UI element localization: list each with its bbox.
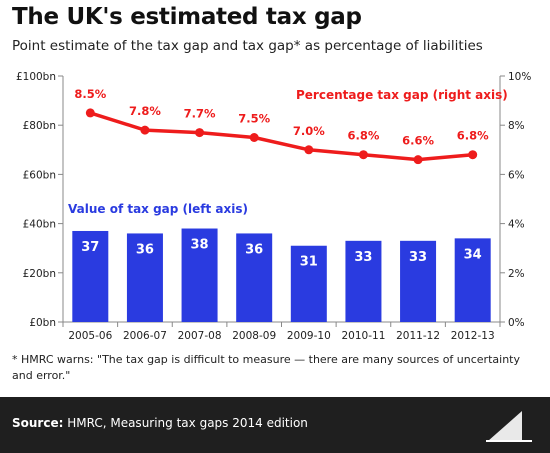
line-value-label: 6.8%	[457, 129, 489, 143]
source-text: HMRC, Measuring tax gaps 2014 edition	[63, 416, 308, 430]
line-point	[468, 150, 478, 160]
legend-bar-series: Value of tax gap (left axis)	[68, 202, 248, 216]
line-value-label: 6.8%	[347, 129, 379, 143]
left-axis-tick-label: £100bn	[16, 71, 56, 83]
right-axis-tick-labels: 0% 2% 4% 6% 8% 10%	[508, 71, 531, 329]
right-axis-tick-label: 4%	[508, 219, 525, 231]
bar-value-labels: 37 36 38 36 31 33 33 34	[81, 238, 481, 270]
left-axis-tick-label: £40bn	[23, 219, 56, 231]
line-value-label: 7.8%	[129, 104, 161, 118]
line-value-label: 7.0%	[293, 124, 325, 138]
chart-subtitle: Point estimate of the tax gap and tax ga…	[12, 38, 483, 54]
left-axis-tick-label: £60bn	[23, 169, 56, 181]
line-value-label: 8.5%	[74, 87, 106, 101]
x-tick-label: 2008-09	[232, 330, 276, 342]
line-point	[413, 155, 423, 165]
tax-gap-chart: 37 36 38 36 31 33 33 34 8.5% 7.8% 7.7% 7.5% 7.0% 6.8…	[16, 71, 531, 342]
x-tick-label: 2007-08	[178, 330, 222, 342]
line-value-label: 6.6%	[402, 134, 434, 148]
bar	[72, 230, 109, 322]
line-point	[304, 145, 314, 155]
line-point	[195, 128, 205, 138]
x-tick-label: 2005-06	[68, 330, 112, 342]
line-point	[358, 150, 368, 160]
x-tick-label: 2011-12	[396, 330, 440, 342]
left-axis-tick-label: £0bn	[29, 317, 56, 329]
bar-value-label: 37	[81, 240, 99, 255]
x-tick-label: 2010-11	[342, 330, 386, 342]
bar	[345, 240, 382, 322]
line-point	[140, 125, 150, 135]
bar	[290, 245, 327, 322]
bar-value-label: 38	[191, 238, 209, 253]
full-fact-logo-icon	[486, 411, 532, 442]
x-tick-label: 2009-10	[287, 330, 331, 342]
bar-value-label: 36	[245, 242, 263, 257]
line-value-labels: 8.5% 7.8% 7.7% 7.5% 7.0% 6.8% 6.6% 6.8%	[74, 87, 489, 148]
chart-title: The UK's estimated tax gap	[12, 4, 362, 30]
bar-series	[72, 228, 491, 322]
bar	[454, 238, 491, 322]
bar-value-label: 36	[136, 242, 154, 257]
bar-value-label: 33	[409, 250, 427, 265]
right-axis-tick-label: 2%	[508, 268, 525, 280]
legend-line-series: Percentage tax gap (right axis)	[296, 88, 508, 102]
right-axis-tick-label: 0%	[508, 317, 525, 329]
line-point	[85, 108, 95, 118]
footer: Source: HMRC, Measuring tax gaps 2014 ed…	[0, 397, 550, 453]
x-tick-label: 2006-07	[123, 330, 167, 342]
bar	[126, 233, 163, 322]
bar-value-label: 34	[464, 247, 482, 262]
footnote: * HMRC warns: "The tax gap is difficult …	[12, 353, 520, 382]
bar	[400, 240, 437, 322]
right-axis-tick-label: 10%	[508, 71, 531, 83]
left-axis-tick-label: £20bn	[23, 268, 56, 280]
left-axis-tick-label: £80bn	[23, 120, 56, 132]
x-tick-label: 2012-13	[451, 330, 495, 342]
right-axis-tick-label: 6%	[508, 169, 525, 181]
source-label: Source:	[12, 416, 64, 430]
bar	[181, 228, 218, 322]
line-value-label: 7.5%	[238, 112, 270, 126]
right-axis-tick-label: 8%	[508, 120, 525, 132]
source-line: Source: HMRC, Measuring tax gaps 2014 ed…	[12, 416, 308, 430]
bar-value-label: 31	[300, 255, 318, 270]
left-axis-tick-labels: £0bn £20bn £40bn £60bn £80bn £100bn	[16, 71, 56, 329]
x-tick-labels: 2005-06 2006-07 2007-08 2008-09 2009-10 2010-…	[68, 330, 494, 342]
bar-value-label: 33	[354, 250, 372, 265]
bar	[236, 233, 273, 322]
line-series	[85, 108, 478, 165]
line-point	[249, 133, 259, 142]
line-path	[89, 111, 473, 162]
line-value-label: 7.7%	[184, 107, 216, 121]
